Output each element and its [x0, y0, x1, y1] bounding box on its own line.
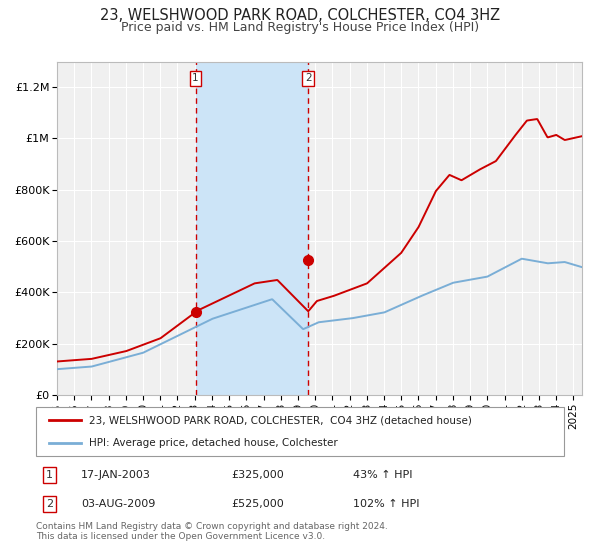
Text: 1: 1 — [192, 73, 199, 83]
Text: 23, WELSHWOOD PARK ROAD, COLCHESTER,  CO4 3HZ (detached house): 23, WELSHWOOD PARK ROAD, COLCHESTER, CO4… — [89, 416, 472, 426]
Text: Contains HM Land Registry data © Crown copyright and database right 2024.
This d: Contains HM Land Registry data © Crown c… — [36, 522, 388, 542]
Text: Price paid vs. HM Land Registry's House Price Index (HPI): Price paid vs. HM Land Registry's House … — [121, 21, 479, 34]
Text: 03-AUG-2009: 03-AUG-2009 — [81, 499, 155, 509]
Text: 2: 2 — [305, 73, 311, 83]
Text: £525,000: £525,000 — [232, 499, 284, 509]
FancyBboxPatch shape — [36, 407, 564, 456]
Text: HPI: Average price, detached house, Colchester: HPI: Average price, detached house, Colc… — [89, 438, 338, 448]
Text: £325,000: £325,000 — [232, 470, 284, 480]
Bar — [196, 62, 308, 395]
Text: 2: 2 — [46, 499, 53, 509]
Text: 102% ↑ HPI: 102% ↑ HPI — [353, 499, 419, 509]
Text: 43% ↑ HPI: 43% ↑ HPI — [353, 470, 412, 480]
Text: 1: 1 — [46, 470, 53, 480]
Text: 23, WELSHWOOD PARK ROAD, COLCHESTER, CO4 3HZ: 23, WELSHWOOD PARK ROAD, COLCHESTER, CO4… — [100, 8, 500, 24]
Text: 17-JAN-2003: 17-JAN-2003 — [81, 470, 151, 480]
